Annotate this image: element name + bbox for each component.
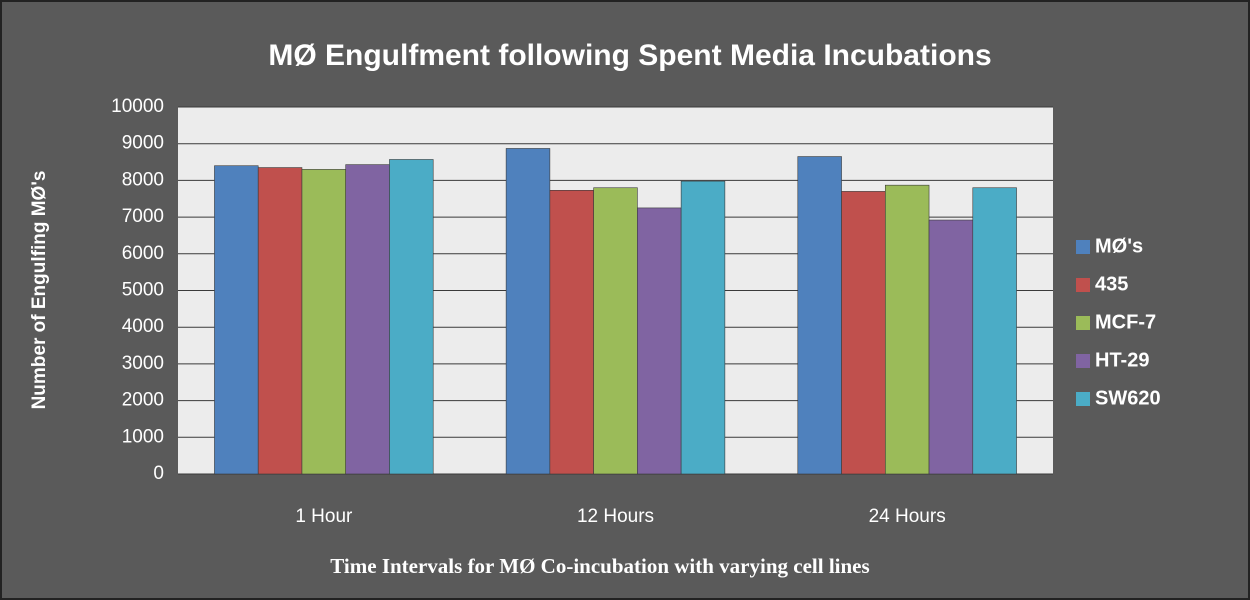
y-tick-label: 9000 (122, 133, 164, 154)
bar (841, 191, 886, 475)
bar (884, 184, 930, 475)
y-tick-label: 1000 (122, 426, 164, 447)
chart-title: MØ Engulfment following Spent Media Incu… (268, 39, 991, 72)
bar (680, 180, 726, 475)
bar (593, 187, 638, 475)
legend-swatch (1076, 278, 1090, 292)
bar (797, 156, 842, 475)
bar (928, 219, 974, 475)
legend-swatch (1076, 240, 1090, 254)
bar (549, 190, 594, 475)
bar (505, 148, 551, 475)
y-tick-label: 8000 (122, 169, 164, 190)
legend-label: HT-29 (1095, 349, 1149, 371)
bar (389, 159, 434, 475)
legend-swatch (1076, 392, 1090, 406)
bar (214, 165, 259, 475)
y-tick-label: 4000 (122, 316, 164, 337)
legend-swatch (1076, 354, 1090, 368)
x-axis-title: Time Intervals for MØ Co-incubation with… (330, 554, 869, 578)
x-tick-label: 1 Hour (295, 506, 353, 527)
legend-label: SW620 (1095, 387, 1161, 409)
x-tick-label: 24 Hours (869, 506, 946, 527)
bar (637, 207, 682, 475)
legend-label: 435 (1095, 273, 1128, 295)
x-tick-label: 12 Hours (577, 506, 654, 527)
bar (257, 167, 303, 475)
bar (301, 169, 347, 475)
y-tick-label: 5000 (122, 280, 164, 301)
y-tick-label: 10000 (111, 96, 164, 117)
bar (345, 164, 390, 475)
legend-swatch (1076, 316, 1090, 330)
y-tick-label: 3000 (122, 353, 164, 374)
y-tick-label: 0 (153, 463, 164, 484)
y-axis-title: Number of Engulfing MØ's (29, 171, 50, 410)
legend-label: MØ's (1095, 235, 1143, 257)
y-tick-label: 6000 (122, 243, 164, 264)
y-tick-label: 7000 (122, 206, 164, 227)
legend-label: MCF-7 (1095, 311, 1156, 333)
y-tick-label: 2000 (122, 390, 164, 411)
bar (972, 187, 1017, 475)
